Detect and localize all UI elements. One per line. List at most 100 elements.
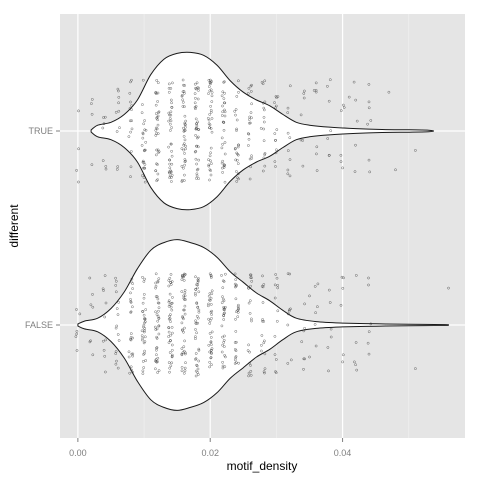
data-point [262, 120, 266, 124]
data-point [169, 113, 173, 117]
data-point [77, 147, 80, 151]
data-point [141, 301, 145, 305]
data-point [209, 159, 212, 163]
data-point [104, 165, 108, 168]
data-point [208, 332, 212, 335]
data-point [234, 340, 238, 344]
data-point [143, 277, 147, 281]
data-point [207, 302, 210, 306]
data-point [249, 369, 253, 373]
data-point [197, 128, 201, 131]
data-point [101, 287, 105, 291]
data-point [196, 321, 200, 325]
data-point [273, 132, 277, 135]
data-point [274, 358, 278, 361]
data-point [154, 169, 158, 173]
data-point [329, 129, 333, 133]
data-point [414, 367, 417, 370]
data-point [354, 274, 358, 277]
points-false [74, 272, 450, 378]
data-point [143, 163, 147, 166]
data-point [194, 275, 197, 279]
data-point [195, 122, 198, 126]
data-point [234, 317, 237, 321]
data-point [182, 179, 186, 182]
data-point [248, 177, 252, 181]
data-point [167, 330, 171, 334]
data-point [128, 119, 132, 123]
data-point [167, 335, 170, 338]
data-point [181, 315, 184, 318]
data-point [347, 95, 351, 99]
data-point [301, 139, 305, 142]
data-point [221, 142, 224, 146]
data-point [249, 90, 253, 93]
data-point [210, 317, 213, 320]
data-point [184, 159, 187, 163]
data-point [210, 343, 213, 346]
data-point [220, 146, 224, 150]
data-point [155, 132, 158, 135]
data-point [287, 309, 291, 313]
data-point [314, 311, 317, 315]
data-point [127, 350, 131, 354]
data-point [299, 138, 303, 142]
data-point [387, 90, 391, 94]
data-point [329, 335, 333, 339]
data-point [182, 143, 186, 147]
data-point [127, 135, 131, 138]
data-point [143, 166, 146, 170]
data-point [274, 370, 277, 373]
data-point [237, 79, 240, 83]
data-point [154, 112, 158, 115]
data-point [154, 284, 158, 288]
data-point [233, 272, 237, 276]
data-point [249, 273, 253, 277]
data-point [194, 352, 198, 355]
data-point [180, 94, 184, 97]
data-point [195, 283, 198, 286]
data-point [234, 158, 238, 162]
data-point [184, 144, 188, 148]
data-point [168, 351, 172, 354]
data-point [208, 365, 211, 369]
data-point [143, 320, 147, 324]
data-point [154, 358, 158, 361]
data-point [339, 303, 343, 307]
data-point [142, 122, 146, 126]
data-point [129, 100, 132, 104]
data-point [197, 359, 201, 363]
data-point [262, 127, 266, 131]
data-point [248, 157, 252, 161]
data-point [168, 292, 172, 296]
data-point [222, 341, 226, 344]
data-point [115, 307, 119, 310]
data-point [263, 79, 267, 83]
data-point [184, 147, 187, 151]
data-point [208, 113, 212, 116]
data-point [90, 98, 94, 101]
data-point [114, 290, 118, 294]
data-point [167, 300, 171, 304]
data-point [143, 340, 147, 343]
data-point [144, 140, 148, 144]
data-point [104, 370, 107, 374]
data-point [170, 348, 174, 352]
data-point [247, 301, 251, 305]
data-point [314, 90, 318, 94]
data-point [156, 123, 160, 127]
data-point [129, 165, 133, 169]
data-point [237, 90, 240, 94]
data-point [207, 294, 211, 298]
data-point [234, 297, 238, 301]
data-point [129, 301, 133, 304]
data-point [167, 304, 171, 308]
data-point [170, 180, 173, 183]
data-point [157, 151, 160, 154]
data-point [155, 353, 158, 357]
data-point [261, 318, 264, 321]
data-point [196, 97, 200, 101]
data-point [141, 103, 144, 106]
data-point [170, 176, 173, 179]
